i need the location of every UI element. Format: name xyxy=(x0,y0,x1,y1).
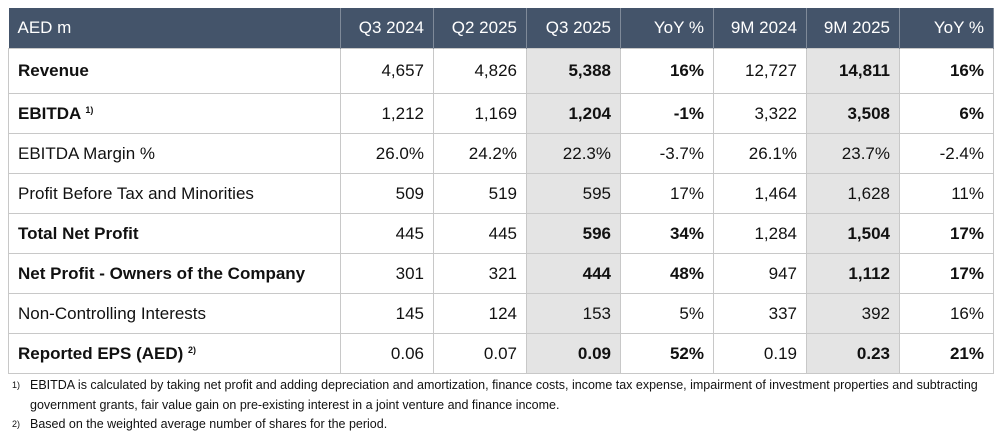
value-cell: 17% xyxy=(620,173,714,214)
value-cell: 1,628 xyxy=(806,173,900,214)
value-cell: 26.1% xyxy=(713,133,807,174)
value-cell: 337 xyxy=(713,293,807,334)
value-cell: 1,212 xyxy=(340,93,434,134)
value-cell: 12,727 xyxy=(713,48,807,94)
value-cell: 1,204 xyxy=(526,93,621,134)
value-cell: 392 xyxy=(806,293,900,334)
footnote-number: 2) xyxy=(12,419,21,429)
row-label-text: Non-Controlling Interests xyxy=(18,303,207,323)
value-cell: 0.06 xyxy=(340,333,434,374)
value-cell: 445 xyxy=(340,213,434,254)
value-cell: 444 xyxy=(526,253,621,294)
value-cell: 11% xyxy=(899,173,994,214)
footnote: 2) Based on the weighted average number o… xyxy=(12,415,997,435)
value-cell: 34% xyxy=(620,213,714,254)
row-label-text: EBITDA xyxy=(18,103,81,123)
value-cell: 1,464 xyxy=(713,173,807,214)
column-header: 9M 2024 xyxy=(713,8,807,49)
financial-summary-table: AED m Q3 2024 Q2 2025 Q3 2025 YoY % 9M 2024 9M… xyxy=(8,8,994,374)
value-cell: 124 xyxy=(433,293,527,334)
footnote-text: Based on the weighted average number of … xyxy=(30,417,388,431)
row-label-text: Net Profit - Owners of the Company xyxy=(18,263,306,283)
row-label-text: EBITDA Margin % xyxy=(18,143,155,163)
value-cell: -1% xyxy=(620,93,714,134)
row-label-text: Profit Before Tax and Minorities xyxy=(18,183,254,203)
row-label: Total Net Profit xyxy=(8,213,341,254)
row-label: Profit Before Tax and Minorities xyxy=(8,173,341,214)
value-cell: 0.09 xyxy=(526,333,621,374)
value-cell: 519 xyxy=(433,173,527,214)
row-label-text: Reported EPS (AED) xyxy=(18,343,184,363)
value-cell: 23.7% xyxy=(806,133,900,174)
value-cell: 21% xyxy=(899,333,994,374)
footnote-text: EBITDA is calculated by taking net profi… xyxy=(30,378,978,412)
value-cell: 596 xyxy=(526,213,621,254)
value-cell: 3,508 xyxy=(806,93,900,134)
value-cell: 5,388 xyxy=(526,48,621,94)
value-cell: 153 xyxy=(526,293,621,334)
value-cell: 4,826 xyxy=(433,48,527,94)
column-header: Q3 2025 xyxy=(526,8,621,49)
value-cell: 4,657 xyxy=(340,48,434,94)
value-cell: 26.0% xyxy=(340,133,434,174)
footnote-ref: 2) xyxy=(188,344,197,355)
table-row: Reported EPS (AED) 2) 0.06 0.07 0.09 52% 0.19… xyxy=(8,333,994,374)
value-cell: 1,112 xyxy=(806,253,900,294)
value-cell: 1,504 xyxy=(806,213,900,254)
table-row: Total Net Profit 445 445 596 34% 1,284 1,504 17… xyxy=(8,213,994,254)
row-label-text: Revenue xyxy=(18,61,89,80)
row-label: Non-Controlling Interests xyxy=(8,293,341,334)
column-header: AED m xyxy=(8,8,341,49)
footnote-number: 1) xyxy=(12,380,21,390)
value-cell: 5% xyxy=(620,293,714,334)
column-header: 9M 2025 xyxy=(806,8,900,49)
table-row: EBITDA Margin % 26.0% 24.2% 22.3% -3.7% 26.1%… xyxy=(8,133,994,174)
value-cell: 595 xyxy=(526,173,621,214)
table-row: Non-Controlling Interests 145 124 153 5% 337 3… xyxy=(8,293,994,334)
value-cell: -3.7% xyxy=(620,133,714,174)
value-cell: 1,169 xyxy=(433,93,527,134)
column-header: Q3 2024 xyxy=(340,8,434,49)
value-cell: 145 xyxy=(340,293,434,334)
value-cell: 301 xyxy=(340,253,434,294)
table-row: Net Profit - Owners of the Company 301 321… xyxy=(8,253,994,294)
value-cell: 0.19 xyxy=(713,333,807,374)
row-label: EBITDA Margin % xyxy=(8,133,341,174)
value-cell: 16% xyxy=(899,48,994,94)
value-cell: 14,811 xyxy=(806,48,900,94)
value-cell: 1,284 xyxy=(713,213,807,254)
row-label: Net Profit - Owners of the Company xyxy=(8,253,341,294)
value-cell: 445 xyxy=(433,213,527,254)
value-cell: 48% xyxy=(620,253,714,294)
value-cell: -2.4% xyxy=(899,133,994,174)
value-cell: 509 xyxy=(340,173,434,214)
column-header: YoY % xyxy=(620,8,714,49)
table-row: Profit Before Tax and Minorities 509 519 59… xyxy=(8,173,994,214)
column-header: Q2 2025 xyxy=(433,8,527,49)
footnote: 1) EBITDA is calculated by taking net pro… xyxy=(12,376,997,415)
value-cell: 3,322 xyxy=(713,93,807,134)
row-label: EBITDA 1) xyxy=(8,93,341,134)
value-cell: 17% xyxy=(899,253,994,294)
header-row: AED m Q3 2024 Q2 2025 Q3 2025 YoY % 9M 2024 9M… xyxy=(8,8,994,49)
value-cell: 947 xyxy=(713,253,807,294)
value-cell: 321 xyxy=(433,253,527,294)
value-cell: 16% xyxy=(899,293,994,334)
row-label: Reported EPS (AED) 2) xyxy=(8,333,341,374)
value-cell: 0.07 xyxy=(433,333,527,374)
value-cell: 6% xyxy=(899,93,994,134)
value-cell: 17% xyxy=(899,213,994,254)
value-cell: 24.2% xyxy=(433,133,527,174)
table-row: EBITDA 1) 1,212 1,169 1,204 -1% 3,322 3,508 6% xyxy=(8,93,994,134)
row-label: Revenue xyxy=(8,48,341,94)
value-cell: 22.3% xyxy=(526,133,621,174)
value-cell: 16% xyxy=(620,48,714,94)
table-row: Revenue 4,657 4,826 5,388 16% 12,727 14,811 16% xyxy=(8,48,994,94)
footnotes: 1) EBITDA is calculated by taking net pro… xyxy=(12,376,997,435)
value-cell: 52% xyxy=(620,333,714,374)
row-label-text: Total Net Profit xyxy=(18,223,139,243)
value-cell: 0.23 xyxy=(806,333,900,374)
column-header: YoY % xyxy=(899,8,994,49)
footnote-ref: 1) xyxy=(85,104,94,115)
